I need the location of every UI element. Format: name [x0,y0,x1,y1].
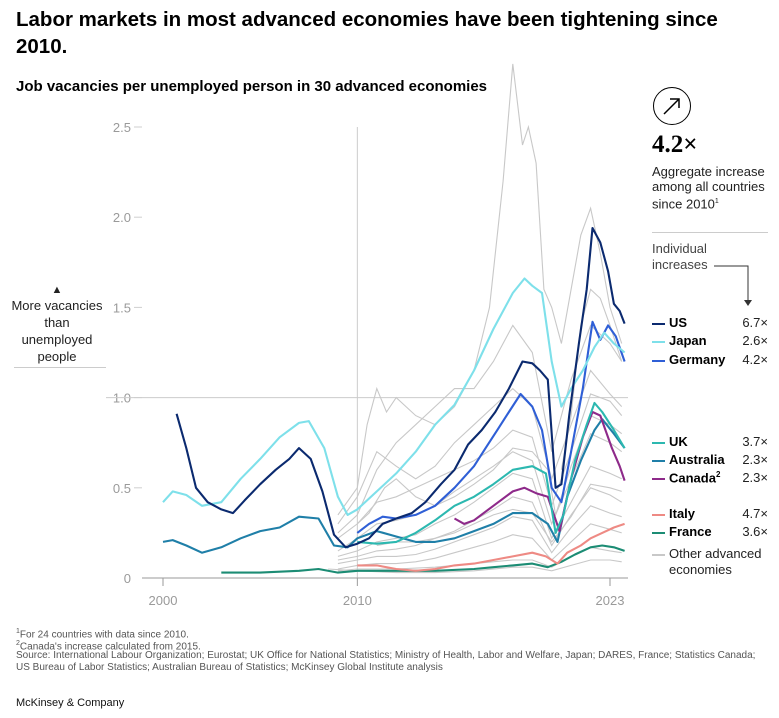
legend-swatch [652,360,665,363]
legend-name: Italy [669,506,696,521]
y-tick-label: 0 [124,571,131,586]
aggregate-increase-description: Aggregate increase among all countries s… [652,164,765,212]
legend-value: 4.7× [742,506,768,521]
legend-item-italy: Italy 4.7× [652,506,770,524]
y-tick-label: 0.5 [113,481,131,496]
series-line-germany [356,320,626,534]
legend-value: 3.7× [742,434,768,449]
legend-name: US [669,315,688,330]
series-line-uk [357,401,626,545]
legend-swatch [652,442,665,445]
y-tick-label: 1.5 [113,300,131,315]
series-line-japan [162,277,626,516]
stat-divider [652,232,768,233]
legend-value: 4.2× [742,352,768,367]
y-tick-label: 2.0 [113,210,131,225]
series-line-other [337,63,623,516]
legend-name: Japan [669,333,707,348]
legend-swatch [652,532,665,535]
legend-value: 2.3× [742,452,768,467]
annotation-text: More vacancies than unemployed people [11,298,103,364]
legend-name: France [669,524,712,539]
series-line-other [337,465,622,557]
series-line-other [337,487,622,561]
x-tick-label: 2023 [596,593,625,608]
legend-item-uk: UK 3.7× [652,434,770,452]
series-line-italy [357,522,625,572]
legend-item-france: France 3.6× [652,524,770,542]
legend-name: Germany [669,352,726,367]
series-line-other [337,324,623,534]
up-triangle-icon: ▲ [51,284,63,296]
other-economies-label: Other advanced economies [669,546,762,577]
chart-subtitle: Job vacancies per unemployed person in 3… [16,78,488,95]
legend-swatch [652,460,665,463]
legend-value: 6.7× [742,315,768,330]
legend-value: 2.6× [742,333,768,348]
x-tick-label: 2010 [343,593,372,608]
legend-item-us: US 6.7× [652,315,770,333]
series-line-us [175,226,626,549]
legend-item-germany: Germany 4.2× [652,352,770,370]
series-line-other [560,288,623,470]
annotation-divider [14,367,106,368]
legend-swatch [652,514,665,517]
legend-item-australia: Australia 2.3× [652,452,770,470]
legend-name: UK [669,434,688,449]
aggregate-increase-value: 4.2× [652,131,698,158]
series-line-other [337,523,622,570]
series-line-other [337,393,623,539]
other-economies-swatch [652,554,665,556]
legend-value: 3.6× [742,524,768,539]
legend-value: 2.3× [742,470,768,485]
arrow-up-right-icon [653,87,691,125]
x-tick-label: 2000 [149,593,178,608]
series-line-other [328,559,622,574]
source-note: Source: International Labour Organizatio… [16,650,756,673]
legend-name: Australia [669,452,725,467]
individual-increases-label: Individual increases [652,241,708,272]
legend-item-japan: Japan 2.6× [652,333,770,351]
more-vacancies-annotation: ▲ More vacancies than unemployed people [10,283,104,365]
chart-title: Labor markets in most advanced economies… [16,8,718,58]
individual-increases-arrow [714,265,752,306]
series-line-canada [453,410,626,533]
series-line-other [337,546,622,572]
brand-name: McKinsey & Company [16,697,125,709]
legend-swatch [652,341,665,344]
footnote-1: 1For 24 countries with data since 2010. [16,628,189,641]
legend-item-canada: Canada2 2.3× [652,470,770,488]
footnote-2: 2Canada's increase calculated from 2015. [16,640,201,653]
series-line-france [221,544,625,574]
legend-name: Canada2 [669,470,721,486]
y-tick-label: 2.5 [113,120,131,135]
highlighted-series-lines [162,226,626,574]
legend-swatch [652,478,665,481]
series-line-other [337,505,622,565]
legend-swatch [652,323,665,326]
